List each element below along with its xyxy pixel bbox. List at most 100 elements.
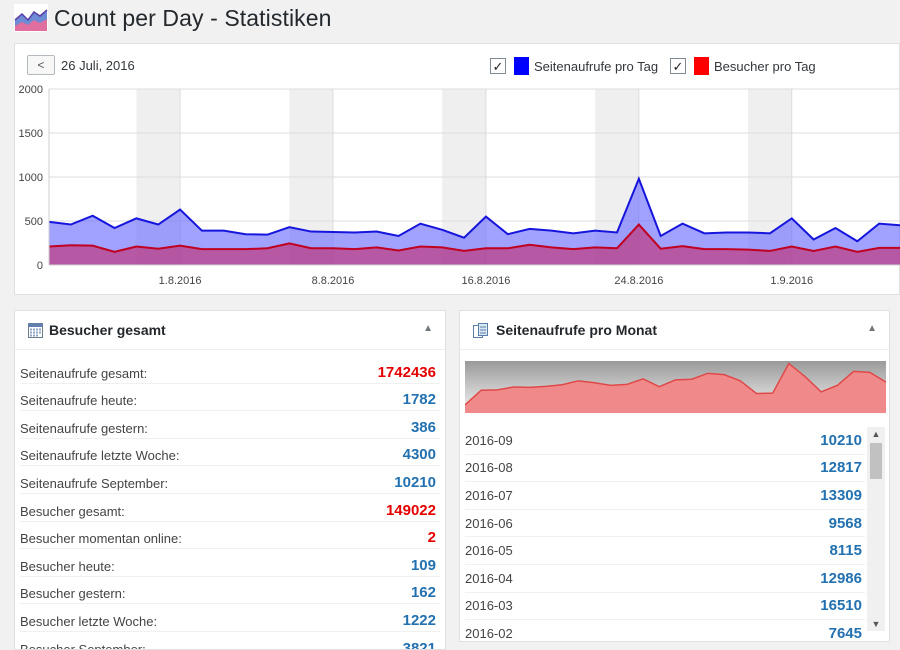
y-tick-label: 500	[25, 216, 43, 228]
sparkline-line	[465, 362, 886, 406]
scroll-thumb[interactable]	[870, 443, 882, 479]
x-tick-label: 1.9.2016	[770, 275, 813, 287]
visitors-panel-title: Besucher gesamt	[49, 322, 166, 338]
visitors-panel-header: Besucher gesamt ▲	[15, 311, 445, 350]
stat-row: Besucher momentan online: 2	[20, 522, 440, 550]
month-label: 2016-02	[465, 625, 513, 641]
visitors-checkbox[interactable]: ✓	[670, 58, 686, 74]
visitors-total-panel: Besucher gesamt ▲ Seitenaufrufe gesamt: 1…	[14, 310, 446, 650]
stat-label: Seitenaufrufe gestern:	[20, 420, 148, 436]
stat-row: Besucher gesamt: 149022	[20, 494, 440, 522]
series-line	[48, 176, 900, 243]
month-label: 2016-03	[465, 598, 513, 614]
stat-row: Seitenaufrufe heute: 1782	[20, 384, 440, 412]
month-label: 2016-06	[465, 515, 513, 531]
y-tick-label: 1000	[19, 172, 43, 184]
monthly-views-panel: Seitenaufrufe pro Monat ▲ 2016-09 10210 20…	[459, 310, 890, 642]
stat-value: 386	[410, 418, 436, 436]
month-value: 8115	[829, 542, 862, 560]
month-value: 9568	[828, 514, 862, 532]
stat-row: Besucher September: 3821	[20, 632, 440, 650]
x-tick-label: 24.8.2016	[614, 275, 663, 287]
month-row: 2016-07 13309	[465, 482, 865, 510]
area-chart-icon	[14, 4, 48, 32]
stat-label: Besucher September:	[20, 641, 146, 650]
series-area	[49, 178, 900, 265]
legend-pageviews: ✓ Seitenaufrufe pro Tag	[490, 56, 658, 76]
x-tick-label: 8.8.2016	[312, 275, 355, 287]
y-tick-label: 2000	[19, 84, 43, 96]
stat-label: Seitenaufrufe September:	[20, 475, 169, 491]
stat-value: 10210	[394, 473, 436, 491]
pageviews-checkbox[interactable]: ✓	[490, 58, 506, 74]
stat-value: 1742436	[377, 363, 436, 381]
month-value: 12817	[820, 459, 862, 477]
stat-label: Besucher letzte Woche:	[20, 613, 158, 629]
stat-label: Besucher gestern:	[20, 586, 126, 602]
monthly-panel-header: Seitenaufrufe pro Monat ▲	[460, 311, 889, 350]
visitors-swatch	[694, 57, 709, 75]
stat-value: 162	[410, 584, 436, 602]
monthly-panel-title: Seitenaufrufe pro Monat	[496, 322, 658, 338]
visitors-panel-toggle[interactable]: ▲	[423, 323, 433, 334]
stat-row: Seitenaufrufe gestern: 386	[20, 411, 440, 439]
previous-period-button[interactable]: <	[27, 55, 55, 75]
month-row: 2016-06 9568	[465, 510, 865, 538]
month-value: 16510	[820, 597, 862, 615]
sparkline-area	[465, 363, 886, 413]
month-row: 2016-02 7645	[465, 620, 865, 642]
page-header: Count per Day - Statistiken	[14, 0, 332, 36]
daily-views-chart: 1.8.2016 8.8.2016 16.8.2016 24.8.2016 1.9.20…	[19, 84, 900, 287]
stat-label: Besucher gesamt:	[20, 503, 125, 519]
stat-value: 1782	[402, 391, 436, 409]
pageviews-legend-label: Seitenaufrufe pro Tag	[534, 58, 659, 74]
visitors-legend-label: Besucher pro Tag	[714, 58, 816, 74]
page-title: Count per Day - Statistiken	[54, 4, 332, 31]
stat-row: Besucher letzte Woche: 1222	[20, 604, 440, 632]
month-label: 2016-08	[465, 460, 513, 476]
stat-value: 3821	[402, 639, 436, 650]
monthly-sparkline	[465, 361, 886, 413]
series-line	[48, 223, 900, 253]
month-label: 2016-09	[465, 432, 513, 448]
month-label: 2016-04	[465, 570, 513, 586]
stat-value: 109	[410, 556, 436, 574]
scroll-up-arrow-icon[interactable]: ▲	[871, 429, 881, 439]
chart-date-label: 26 Juli, 2016	[61, 58, 135, 73]
stat-label: Besucher momentan online:	[20, 531, 182, 547]
month-label: 2016-05	[465, 543, 513, 559]
stat-row: Seitenaufrufe gesamt: 1742436	[20, 356, 440, 384]
month-value: 12986	[820, 569, 862, 587]
monthly-list-scrollbar[interactable]: ▲ ▼	[867, 427, 885, 631]
stat-label: Seitenaufrufe letzte Woche:	[20, 448, 180, 464]
month-label: 2016-07	[465, 487, 513, 503]
scroll-down-arrow-icon[interactable]: ▼	[871, 619, 881, 629]
stat-label: Besucher heute:	[20, 558, 115, 574]
visitors-stat-list: Seitenaufrufe gesamt: 1742436 Seitenaufruf…	[15, 350, 445, 650]
y-tick-label: 0	[37, 260, 43, 272]
month-row: 2016-08 12817	[465, 455, 865, 483]
legend-visitors: ✓ Besucher pro Tag	[670, 56, 816, 76]
month-row: 2016-03 16510	[465, 593, 865, 621]
stat-row: Besucher heute: 109	[20, 549, 440, 577]
stat-row: Besucher gestern: 162	[20, 577, 440, 605]
x-tick-label: 1.8.2016	[159, 275, 202, 287]
month-value: 7645	[828, 624, 862, 642]
calendar-icon	[28, 322, 43, 338]
stat-label: Seitenaufrufe gesamt:	[20, 365, 148, 381]
x-tick-label: 16.8.2016	[461, 275, 510, 287]
month-row: 2016-09 10210	[465, 427, 865, 455]
series-area	[49, 224, 900, 265]
stat-value: 4300	[402, 446, 436, 464]
stat-value: 1222	[402, 611, 436, 629]
month-row: 2016-05 8115	[465, 537, 865, 565]
pageviews-swatch	[514, 57, 529, 75]
stat-row: Seitenaufrufe letzte Woche: 4300	[20, 439, 440, 467]
daily-chart-panel: 1.8.2016 8.8.2016 16.8.2016 24.8.2016 1.9.20…	[14, 43, 900, 295]
documents-icon	[473, 322, 490, 338]
y-tick-label: 1500	[19, 128, 43, 140]
monthly-list: 2016-09 10210 2016-08 12817 2016-07 13309 2016…	[465, 427, 865, 642]
stat-label: Seitenaufrufe heute:	[20, 393, 138, 409]
stat-row: Seitenaufrufe September: 10210	[20, 466, 440, 494]
monthly-panel-toggle[interactable]: ▲	[867, 323, 877, 334]
